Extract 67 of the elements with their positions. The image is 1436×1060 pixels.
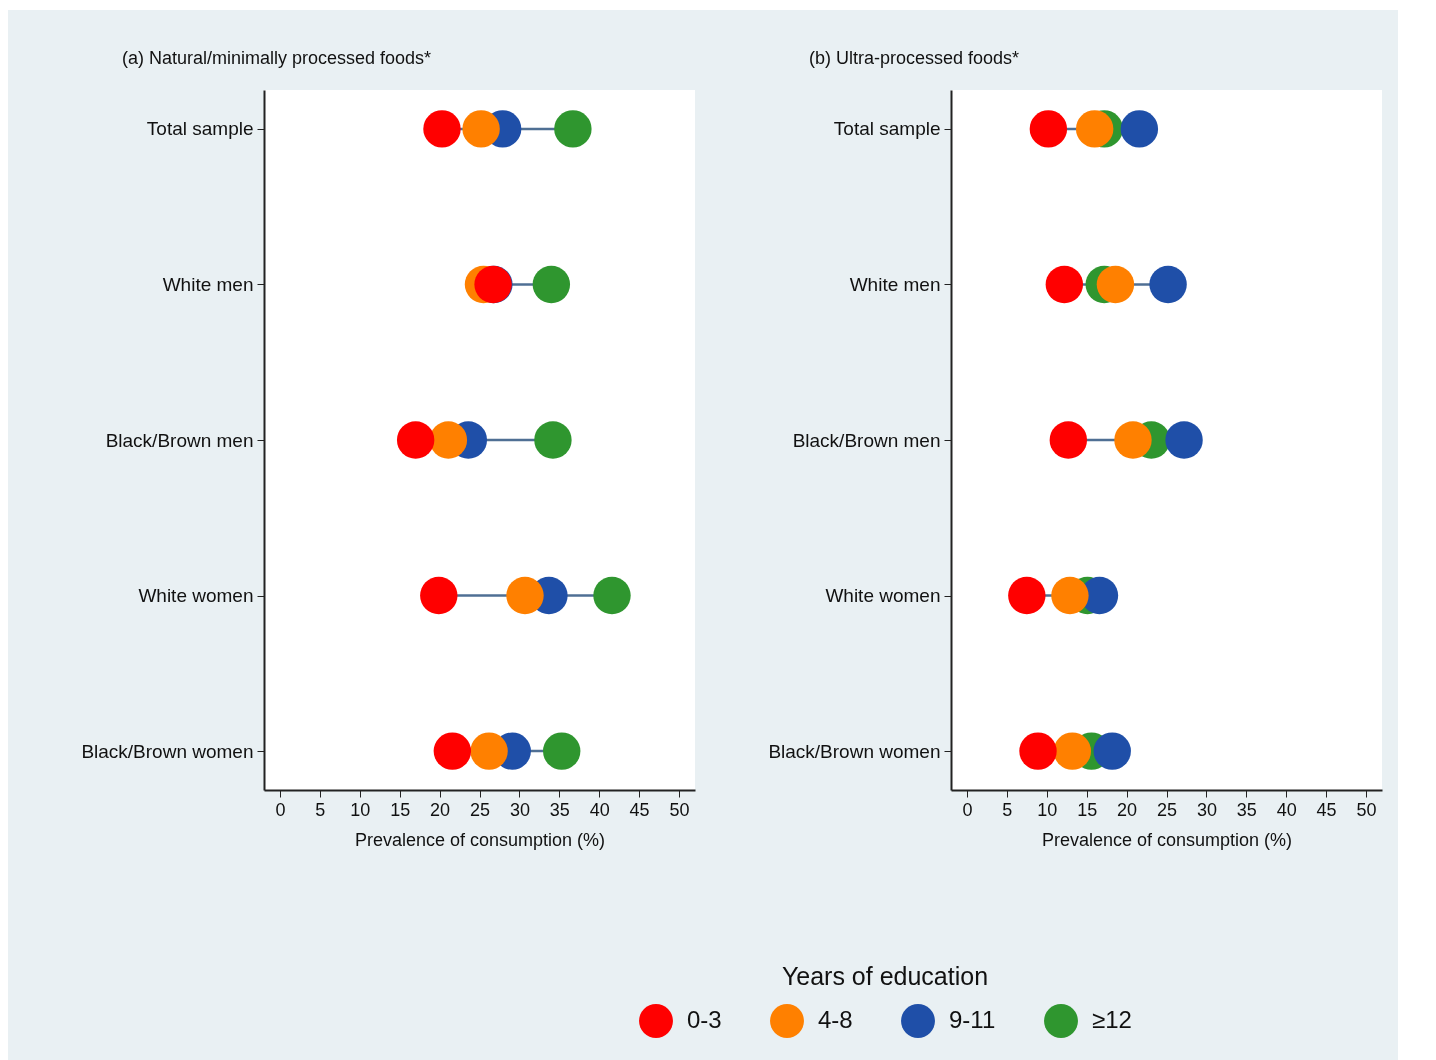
- point: [1008, 576, 1046, 615]
- x-tick-label: 15: [390, 799, 411, 820]
- legend-title: Years of education: [781, 962, 989, 990]
- point: [1114, 421, 1152, 459]
- legend-label: 0-3: [687, 1006, 722, 1034]
- y-tick-label: White men: [162, 273, 254, 295]
- point: [420, 576, 458, 615]
- x-tick-label: 30: [1196, 799, 1217, 820]
- legend-label: 9-11: [949, 1006, 996, 1034]
- x-tick-label: 50: [669, 799, 690, 820]
- x-tick-label: 35: [1236, 799, 1257, 820]
- point: [433, 732, 472, 770]
- x-tick-label: 0: [275, 799, 286, 820]
- chart-title: (a) Natural/minimally processed foods*: [122, 48, 432, 68]
- point: [1149, 265, 1187, 304]
- point: [429, 421, 468, 459]
- point: [396, 421, 435, 459]
- x-tick-label: 20: [430, 799, 451, 820]
- legend-label: ≥12: [1092, 1006, 1132, 1034]
- legend-label: 4-8: [818, 1006, 853, 1034]
- y-tick-label: Total sample: [146, 118, 254, 140]
- x-axis-title: Prevalence of consumption (%): [1041, 829, 1293, 850]
- x-tick-label: 5: [315, 799, 326, 820]
- x-tick-label: 45: [1316, 799, 1337, 820]
- point: [423, 110, 461, 148]
- x-tick-label: 40: [589, 799, 610, 820]
- y-tick-label: Black/Brown women: [768, 740, 941, 762]
- x-tick-label: 25: [1156, 799, 1178, 820]
- y-tick-label: Black/Brown women: [81, 740, 254, 762]
- point: [1029, 110, 1068, 148]
- y-tick-label: Total sample: [833, 118, 941, 140]
- chart-title: (b) Ultra-processed foods*: [809, 48, 1020, 68]
- point: [462, 110, 500, 148]
- point: [1053, 732, 1092, 770]
- x-tick-label: 15: [1077, 799, 1098, 820]
- point: [593, 576, 631, 615]
- point: [470, 732, 508, 770]
- y-tick-label: Black/Brown men: [105, 429, 254, 451]
- x-tick-label: 25: [469, 799, 491, 820]
- point: [554, 110, 592, 148]
- point: [506, 576, 544, 615]
- y-tick-label: Black/Brown men: [792, 429, 941, 451]
- point: [1096, 265, 1135, 304]
- point: [532, 265, 571, 304]
- x-tick-label: 5: [1002, 799, 1013, 820]
- x-axis-title: Prevalence of consumption (%): [354, 829, 606, 850]
- y-tick-label: White women: [138, 585, 254, 607]
- point: [1049, 421, 1088, 459]
- y-tick-label: White men: [849, 273, 941, 295]
- point: [1045, 265, 1084, 304]
- x-tick-label: 20: [1117, 799, 1138, 820]
- x-tick-label: 10: [1037, 799, 1058, 820]
- point: [543, 732, 581, 770]
- x-tick-label: 45: [629, 799, 650, 820]
- point: [1093, 732, 1131, 770]
- x-tick-label: 30: [509, 799, 530, 820]
- x-tick-label: 0: [962, 799, 973, 820]
- point: [534, 421, 572, 459]
- x-tick-label: 50: [1356, 799, 1377, 820]
- point: [1075, 110, 1114, 148]
- point: [1120, 110, 1159, 148]
- point: [1019, 732, 1057, 770]
- y-tick-label: White women: [825, 585, 941, 607]
- x-tick-label: 40: [1276, 799, 1297, 820]
- x-tick-label: 35: [549, 799, 570, 820]
- x-tick-label: 10: [350, 799, 371, 820]
- point: [1165, 421, 1203, 459]
